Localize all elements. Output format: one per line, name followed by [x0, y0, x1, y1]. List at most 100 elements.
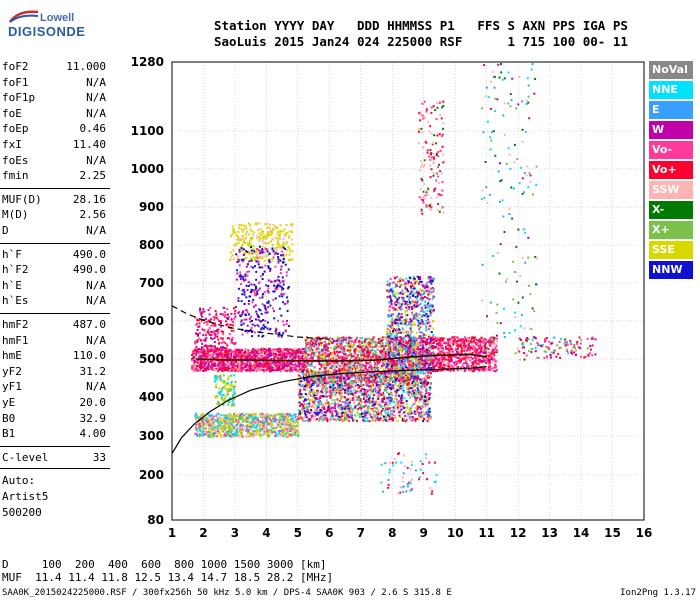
- echo-point: [376, 348, 379, 351]
- echo-point: [269, 361, 272, 364]
- echo-point: [383, 403, 386, 406]
- echo-point: [478, 351, 481, 354]
- echo-point: [330, 366, 333, 369]
- param-row: foE N/A: [2, 107, 106, 120]
- echo-point: [380, 352, 383, 355]
- echo-point: [238, 418, 240, 420]
- echo-point: [387, 375, 390, 378]
- echo-point: [196, 361, 199, 364]
- echo-point: [240, 363, 243, 366]
- echo-point: [465, 355, 468, 358]
- echo-point: [203, 349, 206, 352]
- echo-point: [210, 416, 213, 419]
- echo-point: [203, 364, 206, 367]
- echo-point: [401, 347, 404, 350]
- echo-point: [259, 433, 262, 436]
- echo-point: [463, 358, 466, 361]
- echo-point: [375, 344, 378, 347]
- echo-point: [467, 364, 470, 367]
- echo-point: [242, 362, 245, 365]
- echo-point: [271, 423, 274, 426]
- echo-point: [226, 355, 228, 358]
- legend-sse: SSE: [649, 241, 693, 259]
- echo-point: [208, 436, 211, 438]
- echo-point: [431, 361, 434, 364]
- echo-point: [202, 369, 205, 372]
- echo-point: [195, 367, 198, 370]
- echo-point: [263, 417, 266, 420]
- echo-point: [386, 340, 389, 343]
- param-value: 4.00: [79, 427, 107, 441]
- echo-point: [363, 364, 366, 367]
- echo-point: [323, 336, 326, 339]
- echo-point: [294, 365, 297, 368]
- echo-point: [222, 354, 225, 357]
- echo-point: [302, 348, 304, 351]
- echo-point: [383, 351, 386, 354]
- echo-point: [384, 361, 387, 364]
- echo-point: [488, 363, 491, 365]
- param-value: N/A: [86, 333, 106, 347]
- echo-point: [281, 427, 284, 430]
- echo-point: [336, 340, 338, 343]
- echo-point: [266, 361, 269, 364]
- echo-point: [492, 349, 495, 352]
- echo-point: [351, 355, 354, 358]
- echo-point: [265, 417, 268, 420]
- echo-point: [393, 355, 396, 358]
- echo-point: [290, 417, 293, 420]
- echo-point: [239, 432, 242, 435]
- echo-point: [433, 363, 436, 366]
- echo-point: [297, 431, 300, 434]
- echo-point: [207, 362, 210, 365]
- echo-point: [251, 412, 253, 415]
- echo-point: [305, 343, 308, 346]
- echo-point: [250, 365, 253, 368]
- echo-point: [222, 367, 225, 370]
- echo-point: [219, 424, 221, 427]
- echo-point: [347, 344, 350, 346]
- echo-point: [229, 369, 232, 371]
- echo-point: [385, 350, 388, 353]
- echo-point: [229, 412, 232, 415]
- echo-point: [245, 417, 248, 420]
- echo-point: [472, 340, 475, 343]
- echo-point: [337, 344, 340, 346]
- echo-point: [362, 351, 365, 354]
- echo-point: [289, 351, 292, 354]
- echo-point: [261, 362, 264, 365]
- echo-point: [233, 421, 236, 423]
- echo-point: [280, 415, 283, 418]
- echo-point: [372, 351, 375, 354]
- echo-point: [255, 369, 258, 372]
- echo-point: [344, 368, 347, 371]
- echo-point: [388, 363, 391, 366]
- echo-point: [458, 360, 461, 362]
- echo-point: [335, 356, 337, 359]
- echo-point: [255, 348, 258, 351]
- echo-point: [442, 342, 445, 345]
- echo-point: [335, 411, 338, 414]
- echo-point: [218, 430, 221, 433]
- param-label: fmin: [2, 169, 29, 183]
- echo-point: [201, 362, 204, 365]
- echo-point: [351, 373, 354, 375]
- echo-point: [266, 349, 269, 352]
- echo-point: [295, 418, 298, 421]
- echo-point: [323, 340, 326, 343]
- echo-point: [447, 358, 450, 361]
- echo-point: [433, 355, 436, 358]
- echo-point: [372, 339, 375, 342]
- echo-point: [431, 363, 434, 366]
- echo-point: [349, 363, 352, 366]
- echo-point: [458, 342, 461, 345]
- echo-point: [296, 357, 299, 359]
- echo-point: [237, 356, 240, 358]
- echo-point: [274, 352, 277, 355]
- echo-point: [241, 429, 244, 432]
- echo-point: [405, 343, 408, 346]
- echo-point: [226, 369, 229, 372]
- swoosh-icon: [8, 10, 39, 23]
- echo-point: [206, 357, 209, 360]
- echo-point: [295, 370, 298, 373]
